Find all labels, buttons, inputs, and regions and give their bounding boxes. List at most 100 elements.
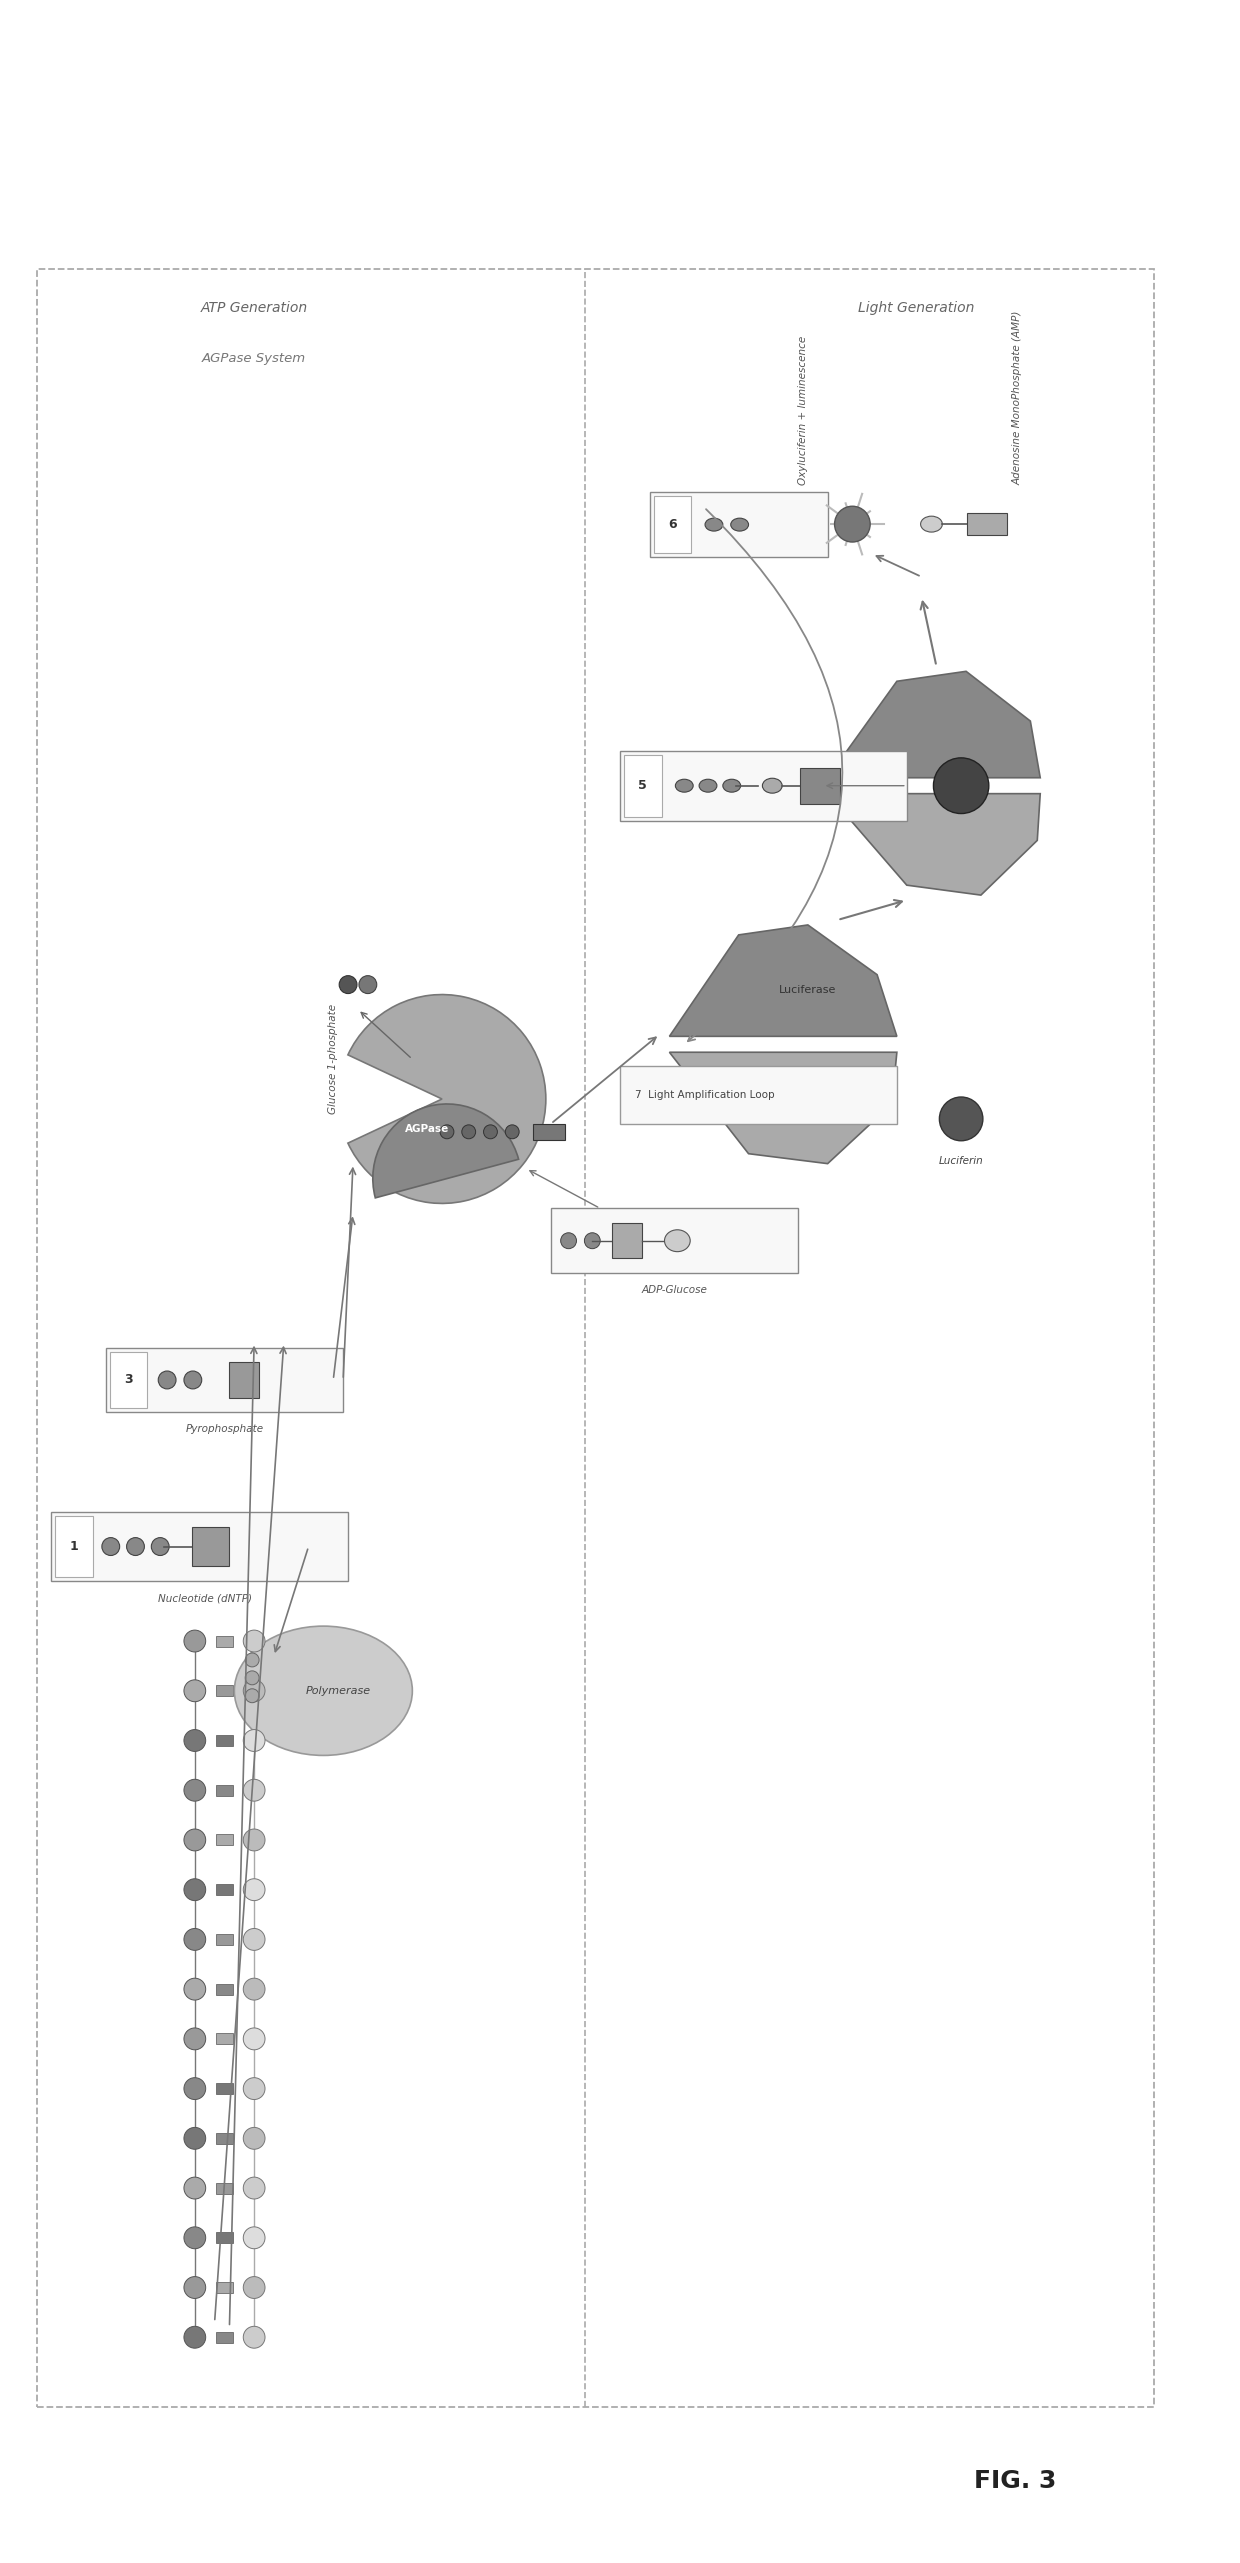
Circle shape	[246, 1689, 259, 1702]
FancyBboxPatch shape	[620, 751, 906, 820]
Text: Light Generation: Light Generation	[858, 302, 975, 315]
Text: 6: 6	[668, 518, 677, 531]
Circle shape	[159, 1371, 176, 1389]
FancyBboxPatch shape	[653, 497, 691, 554]
Circle shape	[243, 1730, 265, 1751]
Text: Oxyluciferin + luminescence: Oxyluciferin + luminescence	[799, 336, 808, 484]
Ellipse shape	[234, 1625, 413, 1756]
Text: Adenosine MonoPhosphate (AMP): Adenosine MonoPhosphate (AMP)	[1013, 310, 1023, 484]
Circle shape	[184, 1630, 206, 1653]
Text: Pyrophosphate: Pyrophosphate	[186, 1425, 264, 1435]
Text: 5: 5	[639, 779, 647, 792]
FancyBboxPatch shape	[51, 1512, 348, 1581]
Circle shape	[243, 2327, 265, 2348]
Ellipse shape	[676, 779, 693, 792]
FancyBboxPatch shape	[216, 1735, 233, 1745]
Text: 7  Light Amplification Loop: 7 Light Amplification Loop	[635, 1089, 775, 1100]
Circle shape	[505, 1125, 520, 1138]
Text: 1: 1	[69, 1540, 78, 1553]
Circle shape	[184, 1927, 206, 1950]
Polygon shape	[827, 795, 1040, 894]
Circle shape	[243, 1679, 265, 1702]
Circle shape	[940, 1097, 983, 1141]
FancyArrowPatch shape	[688, 510, 842, 1041]
Bar	[37, 269, 1154, 2407]
Text: 3: 3	[124, 1374, 133, 1387]
Circle shape	[484, 1125, 497, 1138]
Circle shape	[184, 2227, 206, 2248]
Circle shape	[243, 2227, 265, 2248]
Text: Nucleotide (dNTP): Nucleotide (dNTP)	[157, 1594, 252, 1604]
Circle shape	[340, 977, 357, 994]
Circle shape	[243, 1630, 265, 1653]
Circle shape	[184, 1779, 206, 1802]
FancyBboxPatch shape	[216, 2184, 233, 2194]
Circle shape	[243, 1979, 265, 1999]
Circle shape	[184, 1730, 206, 1751]
Circle shape	[184, 1679, 206, 1702]
FancyBboxPatch shape	[56, 1515, 93, 1576]
Circle shape	[243, 2127, 265, 2150]
Ellipse shape	[730, 518, 749, 531]
FancyBboxPatch shape	[229, 1361, 259, 1399]
FancyBboxPatch shape	[216, 2084, 233, 2094]
Circle shape	[184, 2027, 206, 2050]
FancyBboxPatch shape	[967, 513, 1007, 536]
FancyBboxPatch shape	[216, 2132, 233, 2143]
FancyBboxPatch shape	[216, 1884, 233, 1894]
FancyBboxPatch shape	[620, 1066, 897, 1123]
Text: Luciferase: Luciferase	[779, 984, 837, 994]
Circle shape	[440, 1125, 454, 1138]
FancyBboxPatch shape	[613, 1223, 642, 1258]
FancyBboxPatch shape	[216, 1935, 233, 1945]
FancyBboxPatch shape	[551, 1207, 799, 1274]
Ellipse shape	[920, 515, 942, 533]
Wedge shape	[373, 1105, 518, 1197]
FancyBboxPatch shape	[800, 769, 839, 805]
Ellipse shape	[763, 779, 782, 792]
Circle shape	[151, 1538, 169, 1556]
Polygon shape	[670, 925, 897, 1035]
Circle shape	[584, 1233, 600, 1248]
Circle shape	[560, 1233, 577, 1248]
Circle shape	[243, 2276, 265, 2299]
Circle shape	[184, 2127, 206, 2150]
Polygon shape	[670, 1053, 897, 1164]
Circle shape	[184, 2327, 206, 2348]
Text: ATP Generation: ATP Generation	[201, 302, 308, 315]
FancyBboxPatch shape	[110, 1351, 148, 1407]
Circle shape	[184, 2276, 206, 2299]
Text: FIG. 3: FIG. 3	[975, 2471, 1056, 2494]
Circle shape	[126, 1538, 144, 1556]
FancyBboxPatch shape	[533, 1123, 564, 1141]
Circle shape	[184, 1979, 206, 1999]
Ellipse shape	[665, 1230, 691, 1251]
Circle shape	[184, 2176, 206, 2199]
Circle shape	[243, 1830, 265, 1850]
Circle shape	[243, 1879, 265, 1902]
FancyBboxPatch shape	[216, 2032, 233, 2045]
Circle shape	[243, 1927, 265, 1950]
Circle shape	[184, 2079, 206, 2099]
FancyBboxPatch shape	[216, 1686, 233, 1697]
Circle shape	[246, 1653, 259, 1666]
FancyBboxPatch shape	[216, 1635, 233, 1645]
FancyBboxPatch shape	[624, 756, 661, 818]
Text: ADP-Glucose: ADP-Glucose	[641, 1284, 707, 1294]
FancyBboxPatch shape	[216, 1984, 233, 1994]
Circle shape	[243, 2027, 265, 2050]
Ellipse shape	[706, 518, 723, 531]
FancyBboxPatch shape	[216, 1835, 233, 1845]
Circle shape	[243, 2079, 265, 2099]
Circle shape	[102, 1538, 120, 1556]
FancyBboxPatch shape	[216, 1784, 233, 1797]
Text: AGPase: AGPase	[405, 1123, 449, 1133]
Text: Glucose 1-phosphate: Glucose 1-phosphate	[329, 1005, 339, 1115]
Circle shape	[243, 2176, 265, 2199]
FancyBboxPatch shape	[216, 2232, 233, 2243]
Wedge shape	[348, 994, 546, 1205]
Circle shape	[358, 977, 377, 994]
Text: Luciferin: Luciferin	[939, 1156, 983, 1166]
Circle shape	[184, 1830, 206, 1850]
Circle shape	[934, 759, 988, 812]
